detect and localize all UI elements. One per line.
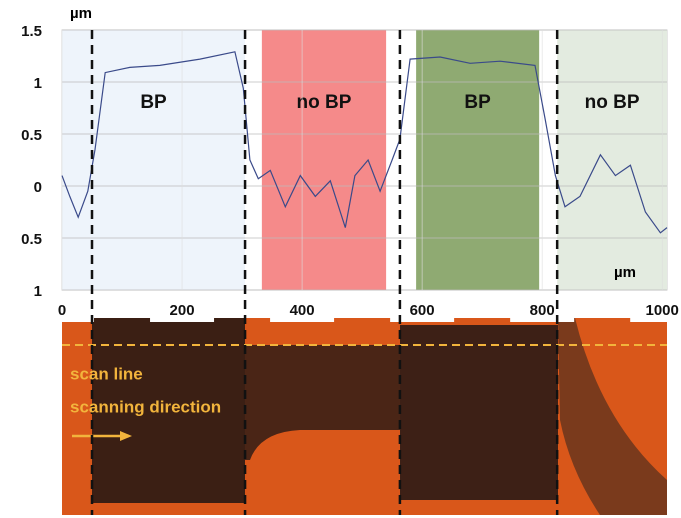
region [62, 30, 245, 290]
region-label: BP [140, 92, 167, 113]
figure: BPno BPBPno BP1.510.500.5102004006008001… [0, 0, 681, 518]
x-unit: µm [614, 264, 636, 281]
x-tick-label: 800 [530, 302, 555, 319]
annotation: scan line [70, 364, 143, 383]
x-tick-label: 200 [170, 302, 195, 319]
x-tick-label: 600 [410, 302, 435, 319]
region [416, 30, 539, 290]
region-label: BP [464, 92, 491, 113]
y-tick-label: 0.5 [21, 127, 42, 144]
region-label: no BP [585, 92, 640, 113]
region-label: no BP [297, 92, 352, 113]
y-tick-label: 0 [34, 179, 42, 196]
y-tick-label: 1.5 [21, 23, 42, 40]
y-tick-label: 1 [34, 283, 42, 300]
flake [400, 325, 558, 500]
region [557, 30, 667, 290]
y-unit: µm [70, 5, 92, 22]
x-tick-label: 1000 [646, 302, 679, 319]
x-tick-label: 400 [290, 302, 315, 319]
y-tick-label: 0.5 [21, 231, 42, 248]
annotation: scanning direction [70, 397, 221, 416]
x-tick-label: 0 [58, 302, 66, 319]
y-tick-label: 1 [34, 75, 42, 92]
